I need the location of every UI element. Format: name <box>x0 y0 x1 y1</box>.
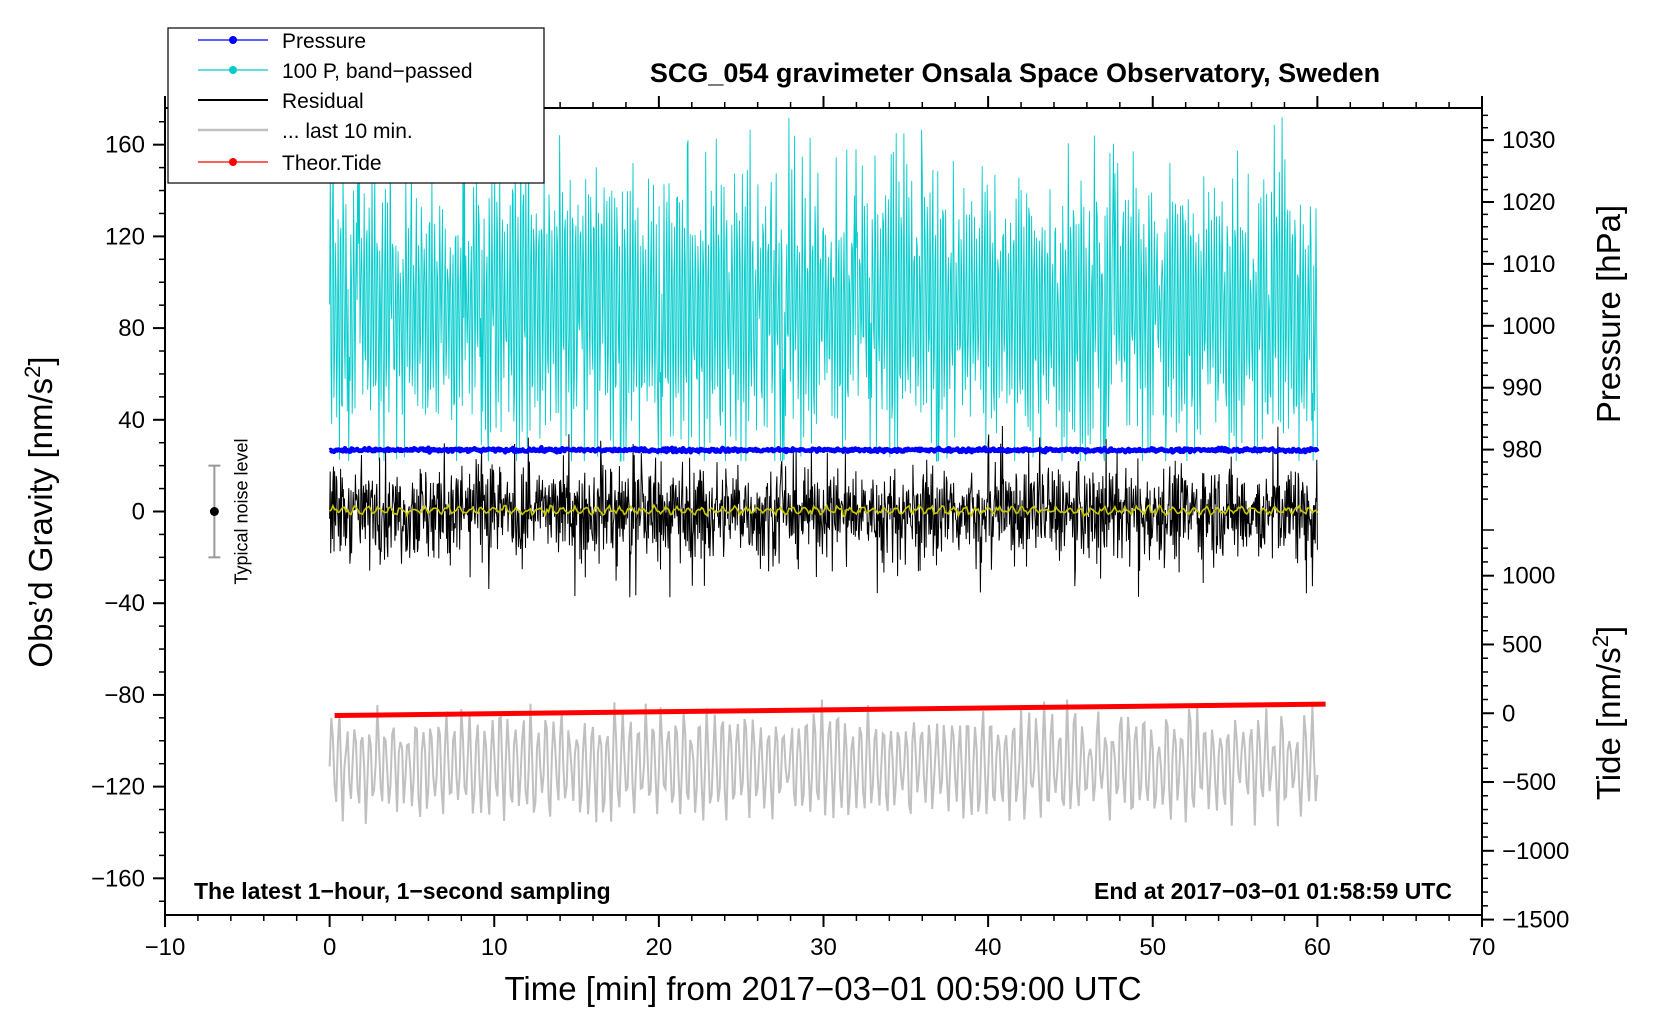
legend-label-band-passed: 100 P, band−passed <box>282 60 473 83</box>
pressure-tick-label: 1010 <box>1502 251 1555 278</box>
x-tick-label: 30 <box>810 934 837 961</box>
tide-tick-label: 500 <box>1502 631 1542 658</box>
legend-entry-pressure: Pressure <box>198 30 366 53</box>
x-tick-label: 20 <box>646 934 673 961</box>
tide-tick-label: −1000 <box>1502 838 1569 865</box>
chart-title: SCG_054 gravimeter Onsala Space Observat… <box>650 58 1380 88</box>
legend: Pressure 100 P, band−passed Residual ...… <box>167 27 545 184</box>
legend-entry-residual: Residual <box>198 90 364 113</box>
series-residual <box>329 425 1318 598</box>
y-tick-label-left: 0 <box>132 499 145 526</box>
x-tick-label: 60 <box>1304 934 1331 961</box>
y-tick-label-left: −40 <box>104 590 145 617</box>
y-tick-label-left: −80 <box>104 682 145 709</box>
x-tick-label: 10 <box>481 934 508 961</box>
series-layer <box>328 117 1326 827</box>
y-tick-label-left: 80 <box>118 315 145 342</box>
y-tick-label-left: 160 <box>105 132 145 159</box>
y-axis-title-left: Obs’d Gravity [nm/s2] <box>20 356 59 667</box>
noise-level-label: Typical noise level <box>231 438 251 584</box>
legend-label-last-10-min: ... last 10 min. <box>282 120 413 143</box>
x-tick-label: 50 <box>1139 934 1166 961</box>
legend-entry-last-10-min: ... last 10 min. <box>198 120 413 143</box>
y-axis-title-pressure: Pressure [hPa] <box>1590 205 1627 423</box>
legend-label-residual: Residual <box>282 90 364 113</box>
legend-marker-band-passed <box>229 66 237 74</box>
y-tick-label-left: 120 <box>105 223 145 250</box>
pressure-tick-label: 990 <box>1502 375 1542 402</box>
series-band-passed-pressure <box>329 117 1318 462</box>
pressure-tick-label: 1000 <box>1502 313 1555 340</box>
legend-entry-band-passed: 100 P, band−passed <box>198 60 473 83</box>
noise-indicator: Typical noise level <box>208 438 251 585</box>
pressure-tick-label: 1020 <box>1502 189 1555 216</box>
series-residual-smoothed <box>329 503 1319 518</box>
sampling-note: The latest 1−hour, 1−second sampling <box>194 878 611 904</box>
legend-entry-theor-tide: Theor.Tide <box>198 152 382 175</box>
y-axis-title-tide: Tide [nm/s2] <box>1588 626 1627 800</box>
legend-label-pressure: Pressure <box>282 30 366 53</box>
y-tick-label-left: 40 <box>118 407 145 434</box>
pressure-tick-label: 980 <box>1502 437 1542 464</box>
tide-tick-label: 1000 <box>1502 563 1555 590</box>
legend-label-theor-tide: Theor.Tide <box>282 152 382 175</box>
series-last-10-min <box>328 699 1319 827</box>
y-tick-label-left: −160 <box>91 865 145 892</box>
series-theor-tide <box>334 701 1326 718</box>
pressure-tick-label: 1030 <box>1502 127 1555 154</box>
x-axis-title: Time [min] from 2017−03−01 00:59:00 UTC <box>504 970 1141 1007</box>
series-pressure <box>328 444 1320 455</box>
x-tick-label: −10 <box>145 934 186 961</box>
axes-layer: −10 0 10 20 30 40 50 60 7016012080400−40−80−120−… <box>91 96 1569 961</box>
x-tick-label: 70 <box>1469 934 1496 961</box>
tide-tick-label: −500 <box>1502 769 1556 796</box>
legend-box <box>167 27 545 184</box>
plot-frame <box>164 107 1483 916</box>
y-tick-label-left: −120 <box>91 774 145 801</box>
tide-tick-label: 0 <box>1502 700 1515 727</box>
noise-center-dot <box>209 507 219 516</box>
x-tick-label: 0 <box>323 934 336 961</box>
tide-tick-label: −1500 <box>1502 907 1569 934</box>
end-time-note: End at 2017−03−01 01:58:59 UTC <box>1094 878 1452 904</box>
x-tick-label: 40 <box>975 934 1002 961</box>
legend-marker-pressure <box>229 36 237 44</box>
legend-marker-theor-tide <box>229 158 237 166</box>
